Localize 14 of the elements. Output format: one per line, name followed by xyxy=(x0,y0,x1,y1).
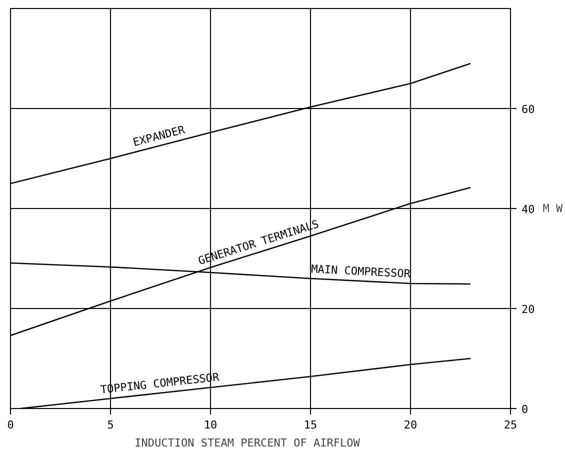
y-tick-label: 20 xyxy=(522,303,535,316)
x-tick-label: 0 xyxy=(7,418,14,432)
x-tick-label: 25 xyxy=(504,418,518,432)
y-axis-title: M W xyxy=(542,202,563,215)
x-tick-label: 15 xyxy=(304,418,318,432)
x-tick-label: 20 xyxy=(404,418,418,432)
y-tick-label: 0 xyxy=(522,403,528,416)
text: TOPPING COMPRESSOR xyxy=(100,370,220,397)
series-label: MAIN COMPRESSOR xyxy=(310,262,412,280)
x-tick-label: 10 xyxy=(204,418,218,432)
x-tick-label: 5 xyxy=(107,418,114,432)
y-tick-label: 40 xyxy=(522,203,535,216)
y-tick-label: 60 xyxy=(522,103,535,116)
x-axis-title: INDUCTION STEAM PERCENT OF AIRFLOW xyxy=(134,436,360,450)
